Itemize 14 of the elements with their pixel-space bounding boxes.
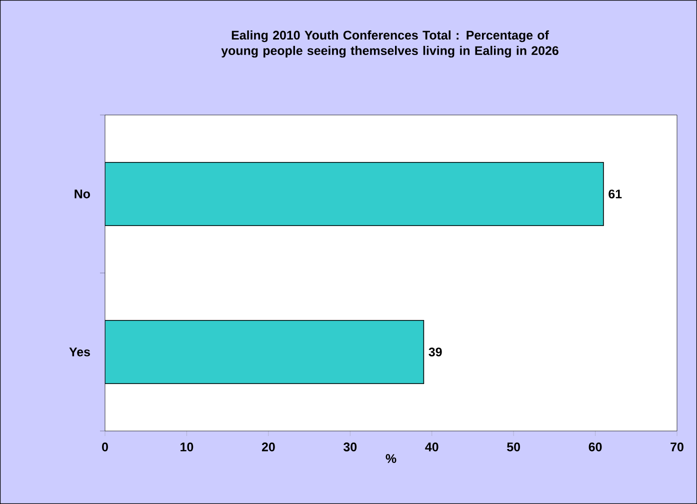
x-tick-label: 60 bbox=[588, 442, 602, 452]
data-label: 39 bbox=[428, 348, 442, 356]
x-tick-label: 50 bbox=[507, 442, 520, 452]
x-axis-title: % bbox=[386, 454, 396, 463]
y-tick-label: Yes bbox=[69, 348, 90, 356]
x-tick-label: 40 bbox=[425, 442, 438, 452]
y-tick-label: No bbox=[74, 190, 90, 198]
x-tick-label: 30 bbox=[344, 442, 357, 452]
data-label: 61 bbox=[608, 190, 622, 198]
x-tick-label: 0 bbox=[102, 442, 108, 452]
x-tick-label: 70 bbox=[670, 442, 684, 452]
x-tick-label: 10 bbox=[180, 442, 194, 452]
x-tick-label: 20 bbox=[262, 442, 275, 452]
chart-title: Ealing 2010 Youth Conferences Total : Percentage of young people seeing themselves living in Ealing in 2026 bbox=[221, 30, 558, 58]
